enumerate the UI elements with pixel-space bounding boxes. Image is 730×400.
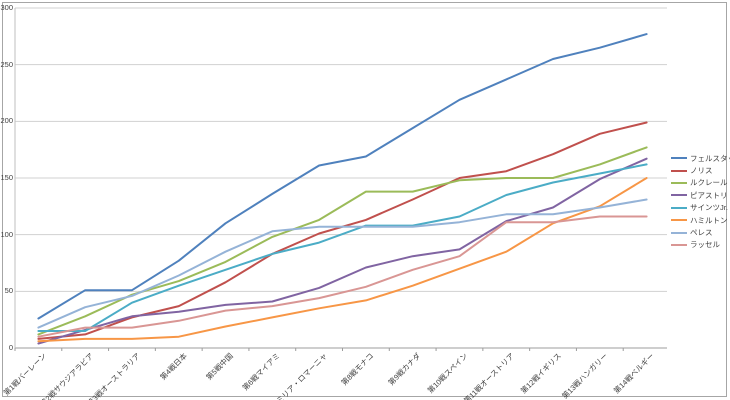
legend-label: ルクレール — [690, 178, 728, 188]
series-line-0 — [37, 33, 648, 320]
legend-item-1: ノリス — [671, 164, 730, 176]
y-axis-label: 250 — [0, 59, 13, 69]
legend-label: サインツJr. — [690, 203, 728, 213]
legend-line-swatch — [671, 181, 687, 184]
legend-line-swatch — [671, 243, 687, 246]
legend-line-swatch — [671, 194, 687, 197]
y-axis-label: 300 — [0, 3, 13, 12]
y-axis-label: 50 — [4, 286, 13, 296]
legend-label: ハミルトン — [690, 215, 728, 225]
series-line-4 — [37, 163, 648, 332]
legend-line-swatch — [671, 219, 687, 222]
legend-item-6: ペレス — [671, 226, 730, 238]
legend-item-4: サインツJr. — [671, 202, 730, 214]
y-axis-label: 100 — [0, 229, 13, 239]
legend-label: ラッセル — [690, 240, 720, 250]
series-line-7 — [37, 215, 648, 338]
series-line-2 — [37, 146, 648, 336]
legend-label: ピアストリ — [690, 190, 728, 200]
series-line-1 — [37, 121, 648, 340]
legend-item-2: ルクレール — [671, 177, 730, 189]
legend-item-7: ラッセル — [671, 239, 730, 251]
series-line-5 — [37, 177, 648, 343]
legend-item-3: ピアストリ — [671, 189, 730, 201]
series-line-3 — [37, 157, 648, 345]
y-axis-label: 200 — [0, 116, 13, 126]
legend-line-swatch — [671, 157, 687, 160]
legend-item-0: フェルスタッペン — [671, 152, 730, 164]
series-line-6 — [37, 198, 648, 329]
legend-line-swatch — [671, 206, 687, 209]
legend-line-swatch — [671, 231, 687, 234]
y-axis-label: 0 — [8, 343, 13, 352]
legend-label: フェルスタッペン — [690, 153, 730, 163]
legend-item-5: ハミルトン — [671, 214, 730, 226]
legend-label: ペレス — [690, 228, 713, 238]
legend-label: ノリス — [690, 166, 713, 176]
legend-line-swatch — [671, 169, 687, 172]
y-axis-label: 150 — [0, 173, 13, 182]
